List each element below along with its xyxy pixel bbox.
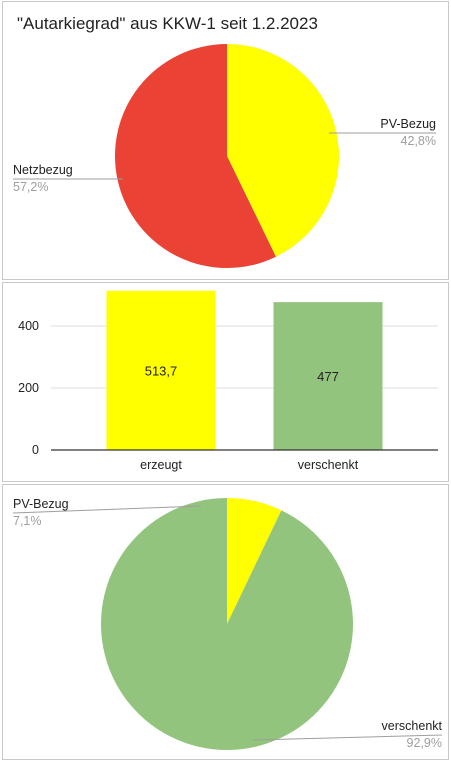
pie-slice-netzbezug-slice (114, 44, 276, 268)
pv-bezug-percent: 42,8% (401, 134, 436, 148)
bar-chart: 0 200 400 erzeugt verschenkt 513,7 477 (18, 290, 438, 472)
verschenkt-percent: 92,9% (407, 736, 442, 750)
pie-slice-pv-bezug-slice (227, 44, 339, 257)
chart-title: "Autarkiegrad" aus KKW-1 seit 1.2.2023 (17, 14, 318, 33)
pv-bezug-leader-line-2 (12, 505, 202, 514)
bar-verschenkt (273, 302, 383, 450)
pie-chart-verschenkt: PV-Bezug 7,1% verschenkt 92,9% (12, 497, 443, 750)
pv-bezug-percent-2: 7,1% (13, 514, 42, 528)
bar-erzeugt (106, 290, 216, 450)
y-tick-label: 0 (32, 443, 39, 457)
pie2-slice-verschenkt-slice (101, 498, 353, 750)
y-tick-label: 400 (18, 319, 39, 333)
pie-chart-autarkiegrad-panel: "Autarkiegrad" aus KKW-1 seit 1.2.2023 P… (2, 1, 449, 280)
bar-chart-panel: 0 200 400 erzeugt verschenkt 513,7 477 (2, 282, 449, 482)
verschenkt-leader-line (252, 734, 443, 741)
pv-bezug-label-2: PV-Bezug (13, 497, 69, 511)
verschenkt-label: verschenkt (382, 719, 443, 733)
bar-value-label-verschenkt: 477 (317, 369, 339, 384)
x-tick-label-verschenkt: verschenkt (298, 458, 359, 472)
pie-chart-autarkiegrad: "Autarkiegrad" aus KKW-1 seit 1.2.2023 P… (13, 14, 436, 268)
netzbezug-percent: 57,2% (13, 180, 48, 194)
netzbezug-label: Netzbezug (13, 163, 73, 177)
y-tick-label: 200 (18, 381, 39, 395)
x-tick-label-erzeugt: erzeugt (140, 458, 182, 472)
bar-value-label-erzeugt: 513,7 (145, 363, 178, 378)
pie2-slice-pv-bezug-slice (227, 498, 282, 624)
pie-chart-verschenkt-panel: PV-Bezug 7,1% verschenkt 92,9% (2, 484, 449, 760)
pv-bezug-label: PV-Bezug (380, 117, 436, 131)
